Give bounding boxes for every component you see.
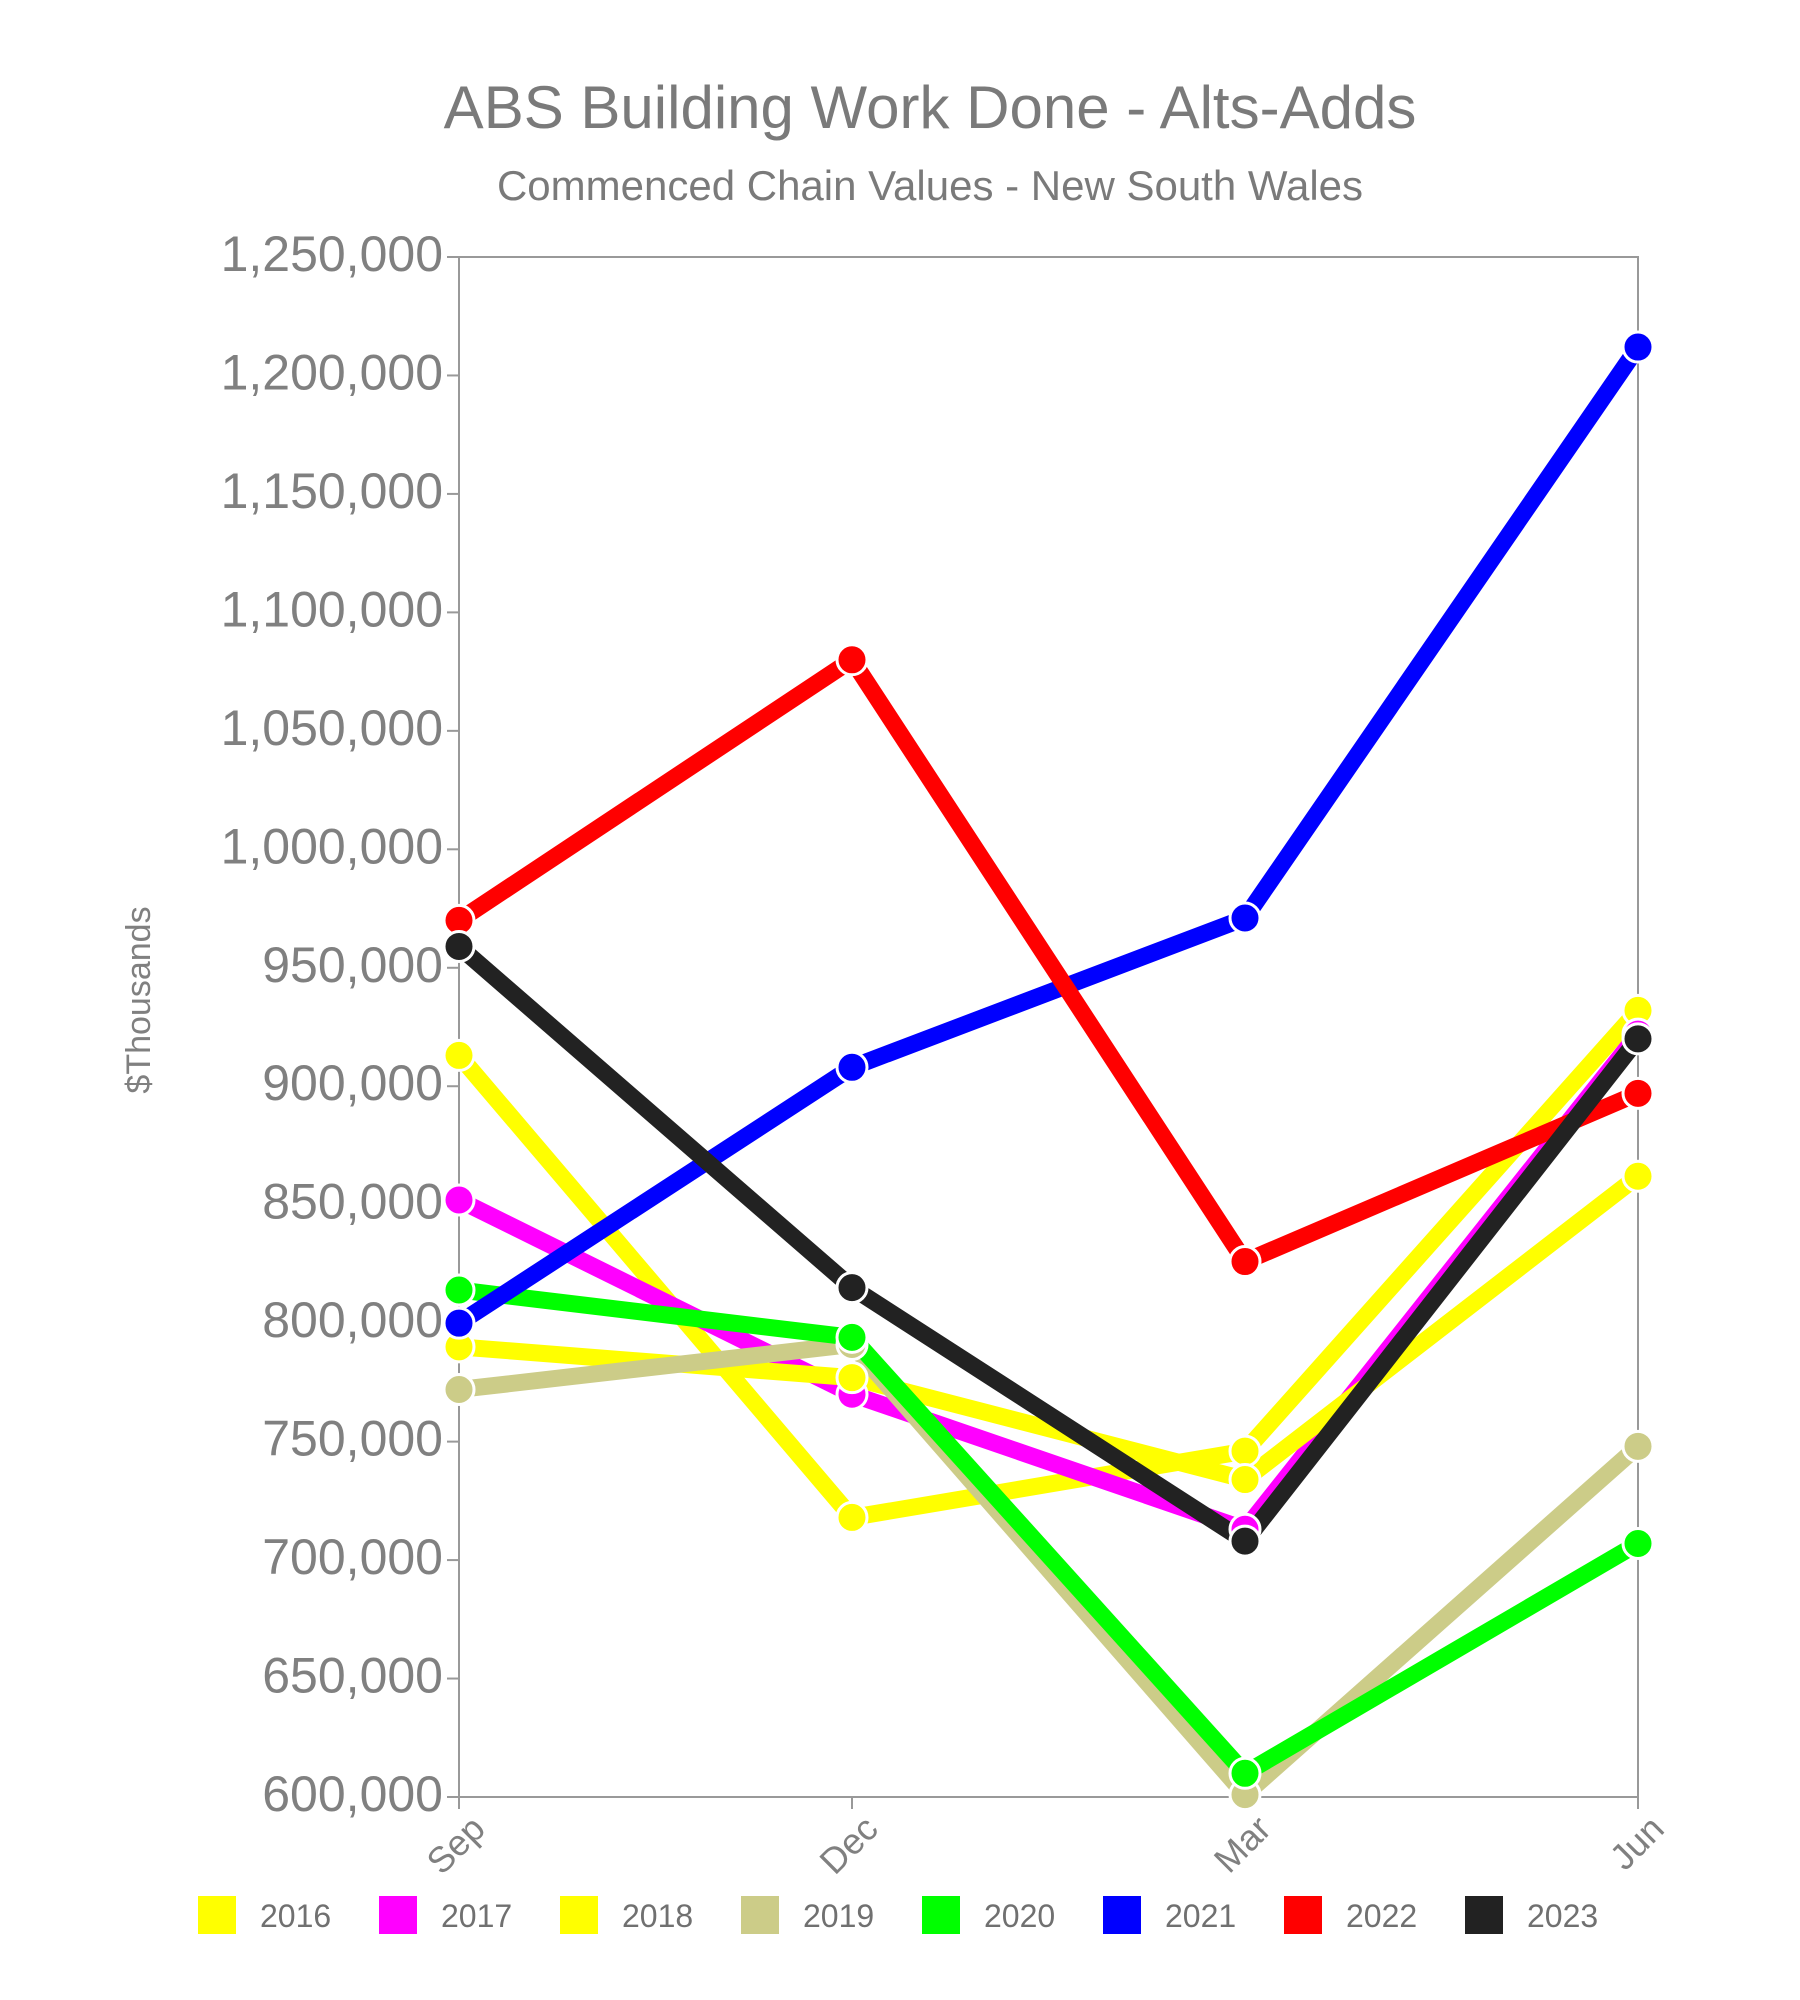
legend-swatch-2017 <box>379 1896 417 1934</box>
data-point-2018 <box>835 1361 869 1395</box>
chart-title: ABS Building Work Done - Alts-Adds <box>444 74 1417 141</box>
series-line-2021 <box>454 342 1646 1331</box>
y-tick-label: 850,000 <box>262 1174 443 1230</box>
series-line-2023 <box>453 940 1645 1550</box>
data-point-2020 <box>442 1273 476 1307</box>
legend-swatch-2020 <box>922 1896 960 1934</box>
legend-swatch-2018 <box>560 1896 598 1934</box>
legend-label-2019: 2019 <box>803 1898 874 1934</box>
y-tick-label: 950,000 <box>262 937 443 993</box>
data-point-2022 <box>1621 1076 1655 1110</box>
y-tick-label: 600,000 <box>262 1766 443 1822</box>
x-tick-label: Mar <box>1206 1808 1279 1881</box>
legend-swatch-2023 <box>1465 1896 1503 1934</box>
y-tick-label: 900,000 <box>262 1055 443 1111</box>
legend-swatch-2022 <box>1284 1896 1322 1934</box>
data-point-2023 <box>1228 1524 1262 1558</box>
series-line-2020 <box>457 1281 1643 1782</box>
y-tick-label: 1,050,000 <box>221 700 443 756</box>
x-tick-label: Dec <box>811 1808 885 1882</box>
y-tick-label: 750,000 <box>262 1411 443 1467</box>
y-tick-label: 700,000 <box>262 1529 443 1585</box>
data-point-2022 <box>835 643 869 677</box>
legend-label-2021: 2021 <box>1165 1898 1236 1934</box>
legend-swatch-2016 <box>198 1896 236 1934</box>
legend-swatch-2021 <box>1103 1896 1141 1934</box>
y-tick-label: 1,100,000 <box>221 581 443 637</box>
data-point-2018 <box>1621 1159 1655 1193</box>
data-point-2016 <box>1228 1434 1262 1468</box>
chart-subtitle: Commenced Chain Values - New South Wales <box>497 162 1363 209</box>
legend-label-2020: 2020 <box>984 1898 1055 1934</box>
data-point-2018 <box>1228 1463 1262 1497</box>
data-point-2021 <box>1228 901 1262 935</box>
data-point-2021 <box>835 1050 869 1084</box>
y-tick-label: 1,250,000 <box>221 226 443 282</box>
data-point-2021 <box>1621 330 1655 364</box>
data-point-2016 <box>835 1500 869 1534</box>
data-point-2020 <box>1228 1756 1262 1790</box>
y-tick-label: 1,200,000 <box>221 344 443 400</box>
data-point-2019 <box>1621 1429 1655 1463</box>
data-point-2022 <box>1228 1245 1262 1279</box>
legend-label-2017: 2017 <box>441 1898 512 1934</box>
y-axis-label: $Thousands <box>120 906 158 1093</box>
legend-label-2016: 2016 <box>260 1898 331 1934</box>
series-line-2016 <box>452 1004 1645 1526</box>
legend-label-2023: 2023 <box>1527 1898 1598 1934</box>
series-line-2019 <box>458 1335 1644 1804</box>
y-tick-label: 650,000 <box>262 1648 443 1704</box>
data-point-2023 <box>1621 1022 1655 1056</box>
data-point-2021 <box>442 1306 476 1340</box>
data-point-2023 <box>835 1271 869 1305</box>
y-tick-label: 1,150,000 <box>221 463 443 519</box>
data-point-2016 <box>442 1038 476 1072</box>
series-line-2018 <box>458 1169 1644 1489</box>
data-point-2020 <box>1621 1526 1655 1560</box>
y-tick-label: 1,000,000 <box>221 818 443 874</box>
legend-label-2018: 2018 <box>622 1898 693 1934</box>
legend-swatch-2019 <box>741 1896 779 1934</box>
data-point-2020 <box>835 1320 869 1354</box>
data-point-2017 <box>442 1183 476 1217</box>
data-point-2019 <box>442 1372 476 1406</box>
y-tick-label: 800,000 <box>262 1292 443 1348</box>
x-tick-label: Jun <box>1602 1808 1672 1878</box>
series-line-2022 <box>454 651 1642 1271</box>
data-point-2023 <box>442 929 476 963</box>
legend-label-2022: 2022 <box>1346 1898 1417 1934</box>
